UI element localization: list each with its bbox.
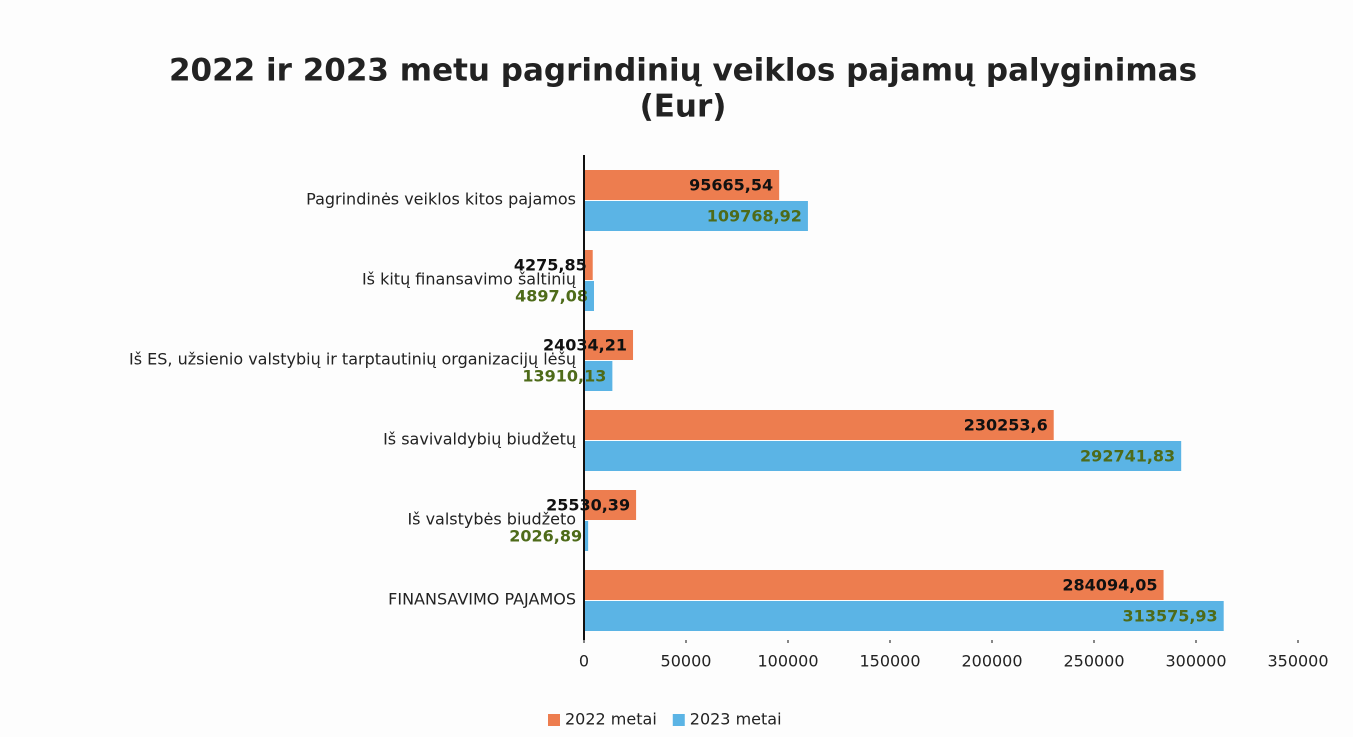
legend-label: 2022 metai bbox=[565, 710, 657, 729]
value-label: 109768,92 bbox=[707, 207, 802, 226]
value-label: 313575,93 bbox=[1123, 607, 1218, 626]
value-label: 292741,83 bbox=[1080, 447, 1175, 466]
value-label: 4897,08 bbox=[515, 287, 588, 306]
value-label: 25530,39 bbox=[546, 496, 630, 515]
bar bbox=[584, 250, 593, 280]
bar bbox=[584, 441, 1182, 471]
value-label: 95665,54 bbox=[689, 176, 773, 195]
category-label: Iš savivaldybių biudžetų bbox=[383, 430, 576, 449]
x-tick-label: 150000 bbox=[859, 652, 920, 671]
value-label: 284094,05 bbox=[1062, 576, 1157, 595]
bar bbox=[584, 570, 1164, 600]
bar bbox=[584, 490, 637, 520]
bar bbox=[584, 410, 1054, 440]
x-tick-label: 300000 bbox=[1165, 652, 1226, 671]
category-label: FINANSAVIMO PAJAMOS bbox=[388, 590, 576, 609]
x-tick-label: 350000 bbox=[1267, 652, 1328, 671]
legend-label: 2023 metai bbox=[690, 710, 782, 729]
category-label: Pagrindinės veiklos kitos pajamos bbox=[306, 190, 576, 209]
category-label: Iš kitų finansavimo šaltinių bbox=[362, 270, 576, 289]
value-label: 24034,21 bbox=[543, 336, 627, 355]
value-label: 2026,89 bbox=[509, 527, 582, 546]
bar bbox=[584, 170, 780, 200]
bar bbox=[584, 361, 613, 391]
x-tick-label: 0 bbox=[579, 652, 589, 671]
chart-title: (Eur) bbox=[640, 89, 727, 125]
x-tick-label: 100000 bbox=[757, 652, 818, 671]
legend-swatch bbox=[672, 714, 685, 726]
value-label: 4275,85 bbox=[514, 256, 587, 275]
value-label: 230253,6 bbox=[964, 416, 1048, 435]
x-tick-label: 250000 bbox=[1063, 652, 1124, 671]
category-label: Iš ES, užsienio valstybių ir tarptautini… bbox=[129, 350, 576, 369]
bar bbox=[584, 330, 634, 360]
bar bbox=[584, 281, 594, 311]
value-label: 13910,13 bbox=[522, 367, 606, 386]
legend-swatch bbox=[548, 714, 560, 726]
bar bbox=[584, 201, 808, 231]
bar bbox=[584, 601, 1224, 631]
chart-title: 2022 ir 2023 metu pagrindinių veiklos pa… bbox=[169, 53, 1197, 89]
category-label: Iš valstybės biudžeto bbox=[407, 510, 576, 529]
x-tick-label: 50000 bbox=[661, 652, 712, 671]
bar bbox=[584, 521, 589, 551]
x-tick-label: 200000 bbox=[961, 652, 1022, 671]
